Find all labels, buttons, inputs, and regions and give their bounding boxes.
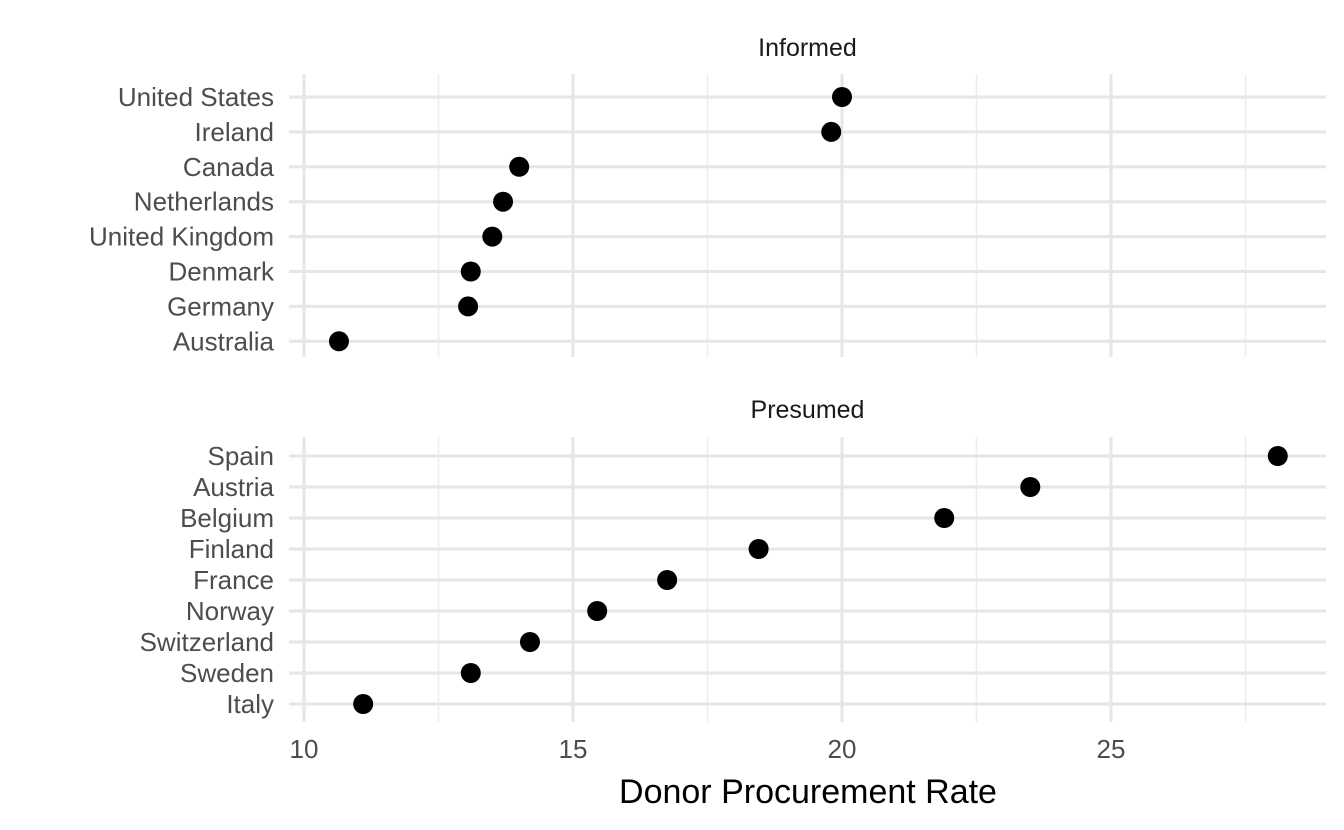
y-tick-label: Italy — [226, 689, 274, 719]
y-tick-label: Finland — [189, 534, 274, 564]
y-tick-label: United Kingdom — [89, 222, 274, 252]
y-tick-label: Spain — [208, 441, 275, 471]
y-tick-label: Belgium — [180, 503, 274, 533]
y-tick-label: Norway — [186, 596, 274, 626]
data-point — [587, 601, 608, 621]
y-tick-label: United States — [118, 82, 274, 112]
panel-informed: United States Ireland Canada Netherlands Uni… — [89, 34, 1326, 357]
data-point — [482, 226, 503, 247]
y-tick-label: Ireland — [195, 117, 275, 147]
x-tick-label: 25 — [1097, 734, 1126, 764]
data-point — [1267, 446, 1288, 466]
panel-title: Informed — [758, 34, 857, 62]
panels-layer: United States Ireland Canada Netherlands Uni… — [89, 34, 1326, 722]
y-tick-label: Austria — [193, 472, 274, 502]
data-point — [460, 261, 481, 282]
y-tick-label: France — [193, 565, 274, 595]
y-tick-label: Germany — [167, 291, 274, 321]
y-tick-label: Australia — [173, 326, 275, 356]
data-point — [832, 87, 852, 107]
x-tick-label: 10 — [290, 734, 319, 764]
data-point — [460, 663, 481, 683]
data-point — [328, 331, 349, 352]
data-point — [934, 508, 955, 528]
x-axis-label: Donor Procurement Rate — [619, 773, 997, 811]
data-point — [458, 296, 479, 317]
data-point — [493, 191, 514, 212]
data-point — [748, 539, 769, 559]
y-tick-label: Denmark — [169, 257, 275, 287]
y-tick-label: Sweden — [180, 658, 274, 688]
x-axis: 10 15 20 25 — [290, 734, 1126, 764]
x-tick-label: 15 — [559, 734, 588, 764]
data-point — [657, 570, 678, 590]
data-point — [821, 121, 842, 142]
data-point — [519, 632, 540, 652]
x-tick-label: 20 — [828, 734, 857, 764]
panel-presumed: SpainAustriaBelgiumFinlandFranceNorwaySw… — [140, 396, 1326, 722]
data-point — [509, 156, 530, 177]
y-tick-label: Netherlands — [134, 187, 274, 217]
y-tick-label: Switzerland — [140, 627, 274, 657]
panel-title: Presumed — [751, 396, 865, 424]
data-point — [1020, 477, 1041, 497]
y-tick-label: Canada — [183, 152, 275, 182]
data-point — [353, 694, 374, 714]
